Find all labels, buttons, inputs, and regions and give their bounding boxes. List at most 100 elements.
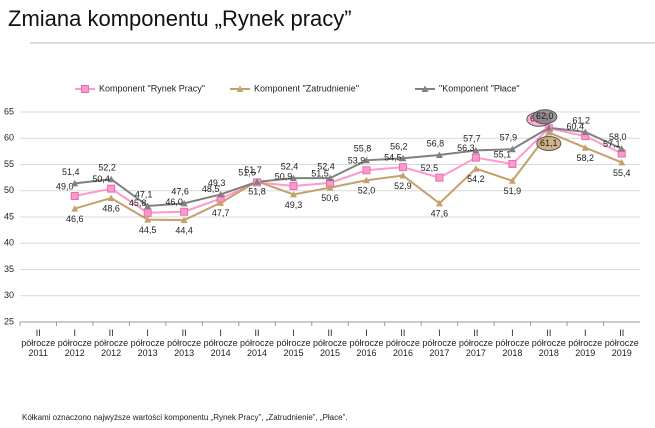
x-tick-label-line: 2018	[539, 348, 559, 358]
legend-label: Komponent "Rynek Pracy"	[99, 83, 205, 93]
value-label: 51,5	[311, 168, 329, 178]
x-tick-label-line: I	[146, 328, 149, 338]
marker	[217, 199, 225, 206]
value-label: 47,1	[135, 189, 153, 199]
marker	[399, 172, 407, 179]
x-tick-label-line: II	[327, 328, 332, 338]
value-label: 54,2	[467, 174, 485, 184]
value-label: 55,4	[613, 168, 631, 178]
value-label: 52,4	[281, 162, 299, 172]
x-tick-label: II półrocze 2017	[459, 328, 493, 358]
marker	[180, 216, 188, 224]
x-tick-label: II półrocze 2011	[21, 328, 55, 358]
x-tick-label-line: półrocze	[131, 338, 165, 348]
legend-label: Komponent "Zatrudnienie"	[254, 83, 359, 93]
marker	[472, 165, 480, 172]
x-tick-label-line: 2016	[393, 348, 413, 358]
marker	[326, 184, 334, 191]
value-label: 46,6	[66, 214, 84, 224]
marker	[362, 156, 370, 164]
value-label: 51,6	[238, 168, 256, 178]
marker	[236, 85, 244, 92]
marker	[545, 124, 553, 131]
x-tick-label-line: 2017	[466, 348, 486, 358]
marker	[81, 85, 89, 93]
value-label: 46,0	[165, 197, 183, 207]
value-label: 51,8	[248, 187, 266, 197]
x-tick-label-line: półrocze	[568, 338, 602, 348]
x-tick-label-line: I	[219, 328, 222, 338]
x-tick-label-line: I	[438, 328, 441, 338]
value-label: 47,6	[431, 209, 449, 219]
y-tick-label: 35	[4, 264, 14, 274]
value-label: 54,5	[384, 153, 402, 163]
value-label: 56,8	[427, 138, 445, 148]
x-tick-label: II półrocze 2014	[240, 328, 274, 358]
value-label: 47,7	[212, 208, 230, 218]
value-label: 55,1	[494, 149, 512, 159]
x-tick-label: II półrocze 2018	[532, 328, 566, 358]
marker	[508, 177, 516, 184]
x-tick-label-line: półrocze	[58, 338, 92, 348]
value-label: 53,9	[348, 156, 366, 166]
value-label: 48,5	[202, 184, 220, 194]
value-label: 44,5	[139, 225, 157, 235]
x-tick-label-line: półrocze	[459, 338, 493, 348]
marker	[144, 202, 152, 209]
value-label: 51,9	[504, 186, 522, 196]
value-label: 49,3	[285, 200, 303, 210]
x-tick-label-line: I	[292, 328, 295, 338]
x-tick-label-line: półrocze	[313, 338, 347, 348]
x-tick-label-line: I	[365, 328, 368, 338]
x-tick-label-line: 2015	[320, 348, 340, 358]
value-label: 57,7	[463, 134, 481, 144]
marker	[362, 176, 370, 184]
x-tick-label-line: 2012	[65, 348, 85, 358]
series-line	[74, 127, 623, 214]
marker	[180, 207, 189, 216]
marker	[326, 174, 334, 182]
x-tick-label-line: 2018	[502, 348, 522, 358]
value-label: 49,0	[56, 181, 74, 191]
value-label: 49,3	[208, 178, 226, 188]
x-tick-label-line: półrocze	[605, 338, 639, 348]
x-tick-label-line: 2019	[575, 348, 595, 358]
x-tick-label: II półrocze 2013	[167, 328, 201, 358]
value-label: 52,2	[98, 163, 116, 173]
max-highlight	[536, 135, 562, 151]
max-highlight	[532, 109, 558, 125]
marker	[472, 146, 480, 154]
value-label: 51,7	[244, 165, 262, 175]
x-tick-label-line: półrocze	[167, 338, 201, 348]
marker	[71, 205, 79, 212]
value-label: 47,6	[171, 187, 189, 197]
x-tick-label-line: półrocze	[204, 338, 238, 348]
y-tick-label: 60	[4, 133, 14, 143]
value-label: 48,6	[102, 203, 120, 213]
x-tick-label-line: półrocze	[21, 338, 55, 348]
marker	[71, 179, 79, 187]
value-label: 58,2	[577, 153, 595, 163]
value-label: 50,6	[321, 193, 339, 203]
x-tick-label-line: II	[182, 328, 187, 338]
value-label: 62,0	[536, 111, 554, 121]
x-tick-label-line: I	[73, 328, 76, 338]
value-label: 50,4	[92, 174, 110, 184]
value-label: 51,4	[62, 167, 80, 177]
y-tick-label: 65	[4, 106, 14, 116]
value-label: 60,4	[567, 122, 585, 132]
marker	[144, 216, 152, 223]
value-label: 50,9	[275, 171, 293, 181]
marker	[471, 153, 480, 162]
marker	[435, 151, 443, 159]
value-label: 57,1	[603, 139, 621, 149]
marker	[545, 128, 553, 136]
marker	[217, 190, 225, 198]
